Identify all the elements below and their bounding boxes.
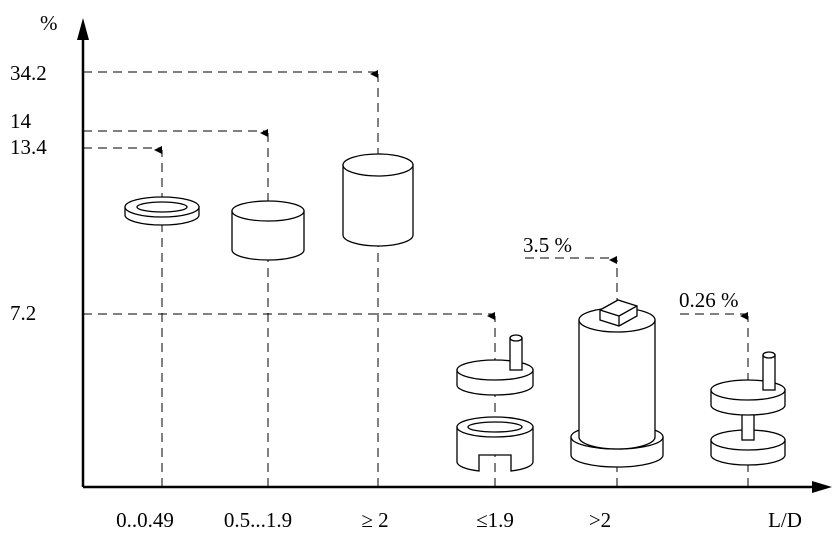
x-axis-label: L/D (768, 508, 802, 532)
y-tick-label: 34.2 (10, 61, 47, 85)
diagram: % 34.2 14 13.4 7.2 0..0.49 0.5...1.9 ≥ 2… (0, 0, 834, 533)
x-tick-label: 0..0.49 (116, 508, 174, 532)
annotation: 3.5 % (523, 233, 572, 257)
x-tick-label: ≥ 2 (361, 508, 388, 532)
x-tick-label: >2 (589, 508, 611, 532)
axes (77, 18, 832, 493)
annotation: 0.26 % (679, 288, 739, 312)
y-tick-label: 13.4 (10, 135, 47, 159)
x-tick-label: 0.5...1.9 (224, 508, 292, 532)
y-axis-label: % (40, 11, 58, 35)
shapes (125, 154, 785, 471)
x-tick-label: ≤1.9 (476, 508, 514, 532)
y-tick-label: 14 (10, 109, 32, 133)
y-tick-label: 7.2 (10, 301, 36, 325)
